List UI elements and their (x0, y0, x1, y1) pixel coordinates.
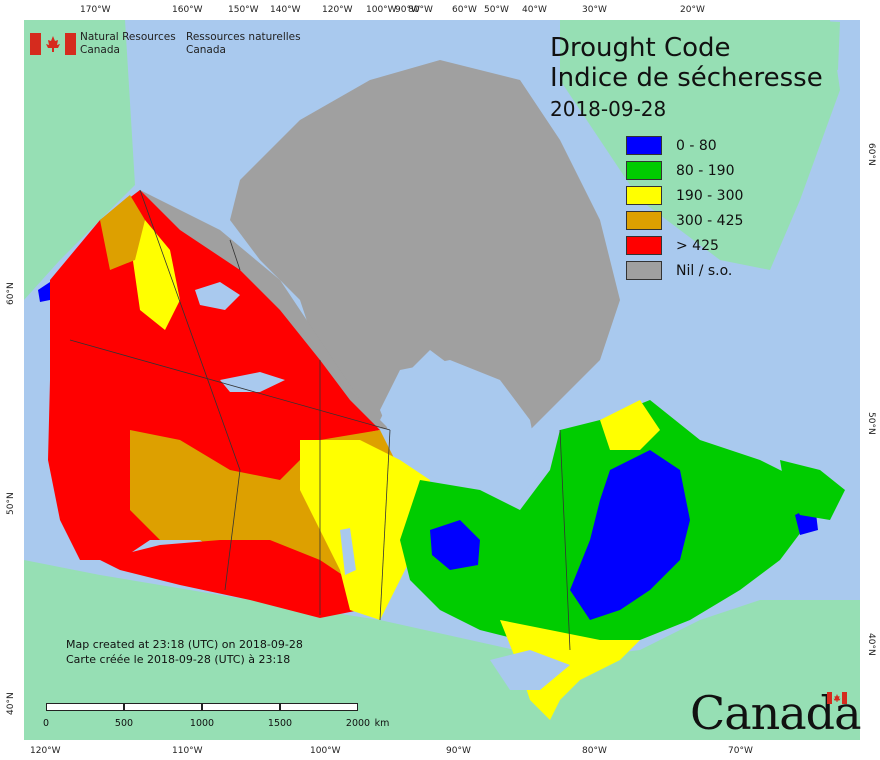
usa-land (24, 560, 860, 740)
scale-tick-label: 2000 (345, 718, 371, 729)
scale-tick-label: 1000 (189, 718, 215, 729)
legend-swatch (626, 186, 662, 205)
region-yellow-central (300, 440, 430, 620)
region-red-prairie (100, 540, 360, 618)
legend-swatch (626, 136, 662, 155)
map-date: 2018-09-28 (550, 97, 667, 121)
legend-label: 190 - 300 (676, 187, 744, 204)
region-blue-quebec (570, 450, 690, 620)
region-yellow-ontario (500, 620, 640, 720)
top-longitude-label: 80°W (408, 5, 433, 15)
legend-label: > 425 (676, 237, 719, 254)
top-longitude-label: 150°W (228, 5, 259, 15)
right-latitude-label: 60°N (866, 143, 876, 166)
map-credits: Map created at 23:18 (UTC) on 2018-09-28… (66, 637, 303, 667)
agency-name-fr-line2: Canada (186, 44, 226, 56)
map-frame-right (860, 0, 880, 760)
canada-wordmark: Canada (690, 686, 862, 740)
top-longitude-label: 170°W (80, 5, 111, 15)
bottom-longitude-label: 70°W (728, 746, 753, 756)
credit-en: Map created at 23:18 (UTC) on 2018-09-28 (66, 638, 303, 651)
arctic-archipelago (230, 60, 620, 440)
hudson-bay (380, 360, 540, 500)
top-longitude-label: 90°W (395, 5, 420, 15)
scale-bar-segment (202, 703, 280, 711)
legend-label: 80 - 190 (676, 162, 735, 179)
top-longitude-label: 30°W (582, 5, 607, 15)
alaska-land (24, 20, 135, 300)
region-orange-yukon (100, 195, 145, 270)
lake-winnipeg (340, 528, 356, 575)
legend-item: > 425 (626, 233, 743, 258)
legend-swatch (626, 261, 662, 280)
canada-flag-icon (30, 33, 76, 55)
legend: 0 - 80 80 - 190 190 - 300 300 - 425 > 425 Nil… (626, 133, 743, 283)
bottom-longitude-label: 120°W (30, 746, 61, 756)
left-latitude-label: 60°N (6, 282, 16, 305)
region-blue-ontario (430, 520, 480, 570)
credit-fr: Carte créée le 2018-09-28 (UTC) à 23:18 (66, 653, 291, 666)
agency-name-fr-line1: Ressources naturelles (186, 31, 301, 43)
bottom-longitude-label: 80°W (582, 746, 607, 756)
scale-bar-segment (124, 703, 202, 711)
great-lakes (490, 650, 570, 690)
top-longitude-label: 120°W (322, 5, 353, 15)
scale-bar-segment (46, 703, 124, 711)
agency-name-en-line2: Canada (80, 44, 120, 56)
bottom-longitude-label: 90°W (446, 746, 471, 756)
map-title-en: Drought Code (550, 33, 731, 63)
scale-tick-label: 0 (42, 718, 50, 729)
legend-item: Nil / s.o. (626, 258, 743, 283)
legend-label: 0 - 80 (676, 137, 717, 154)
legend-item: 190 - 300 (626, 183, 743, 208)
top-longitude-label: 40°W (522, 5, 547, 15)
left-latitude-label: 40°N (6, 692, 16, 715)
map-frame-left (0, 0, 24, 760)
legend-swatch (626, 211, 662, 230)
map-title-block: Drought Code Indice de sécheresse 2018-0… (550, 33, 823, 123)
scale-bar-segment (280, 703, 358, 711)
legend-item: 300 - 425 (626, 208, 743, 233)
top-longitude-label: 160°W (172, 5, 203, 15)
scale-tick-label: 500 (114, 718, 134, 729)
legend-swatch (626, 161, 662, 180)
top-longitude-label: 60°W (452, 5, 477, 15)
iceland-land (800, 20, 840, 70)
region-yellow-north-quebec (600, 400, 660, 450)
legend-item: 80 - 190 (626, 158, 743, 183)
boundaries (69, 189, 571, 651)
right-latitude-label: 40°N (866, 633, 876, 656)
legend-swatch (626, 236, 662, 255)
wordmark-flag-icon (827, 692, 847, 704)
legend-label: 300 - 425 (676, 212, 744, 229)
region-blue-west-coast (38, 282, 50, 302)
legend-label: Nil / s.o. (676, 262, 733, 279)
map-frame-top (0, 0, 880, 20)
greenland-land (560, 20, 840, 270)
top-longitude-label: 140°W (270, 5, 301, 15)
top-longitude-label: 50°W (484, 5, 509, 15)
great-bear-lake (195, 282, 240, 310)
region-green-newfoundland (780, 460, 845, 520)
bottom-longitude-label: 110°W (172, 746, 203, 756)
scale-bar: 0 500 1000 1500 2000 km (42, 703, 389, 729)
bottom-longitude-label: 100°W (310, 746, 341, 756)
left-latitude-label: 50°N (6, 492, 16, 515)
scale-unit: km (374, 718, 390, 729)
top-longitude-label: 20°W (680, 5, 705, 15)
map-title-fr: Indice de sécheresse (550, 63, 823, 93)
region-yellow-bc (130, 220, 180, 330)
right-latitude-label: 50°N (866, 412, 876, 435)
legend-item: 0 - 80 (626, 133, 743, 158)
agency-name-en-line1: Natural Resources (80, 31, 176, 43)
scale-tick-label: 1500 (267, 718, 293, 729)
map-frame-bottom (0, 740, 880, 760)
top-longitude-label: 100°W (366, 5, 397, 15)
